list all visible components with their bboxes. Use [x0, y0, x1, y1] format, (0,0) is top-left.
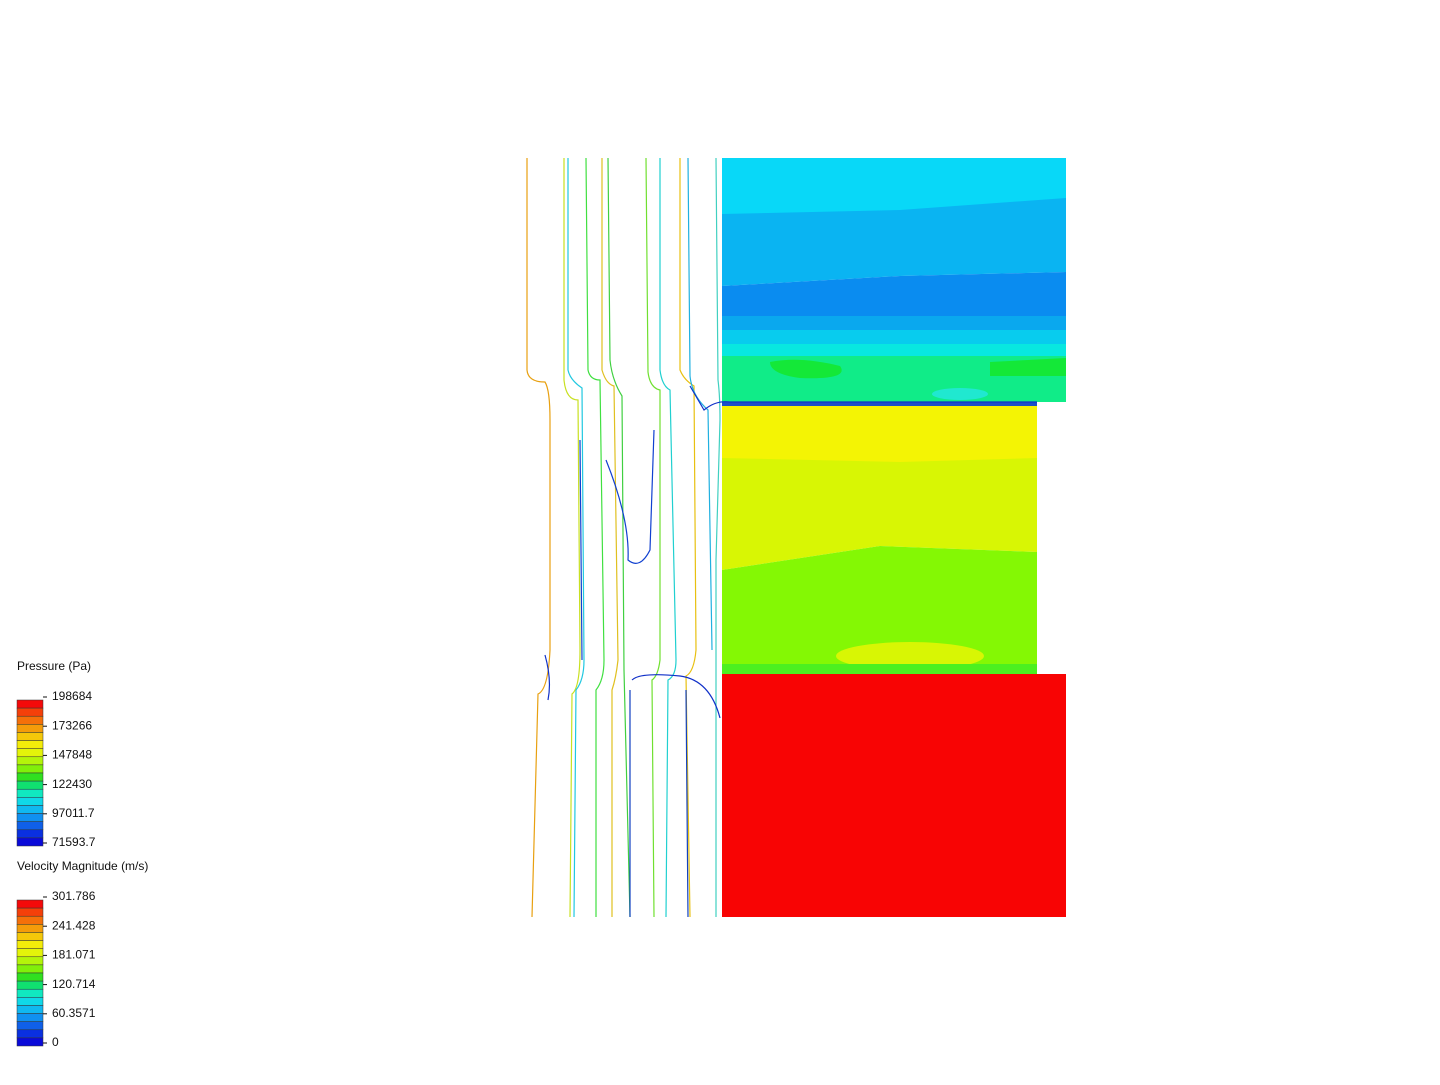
color-band — [16, 805, 44, 814]
color-band — [16, 924, 44, 933]
color-band — [16, 1037, 44, 1047]
color-band — [16, 813, 44, 822]
color-band — [16, 797, 44, 806]
color-band — [16, 907, 44, 917]
color-band — [16, 699, 44, 709]
color-band — [16, 948, 44, 958]
legends: Pressure (Pa) 198684 173266 147848 122430 970… — [16, 659, 148, 1049]
legend-tick-label: 0 — [52, 1035, 59, 1049]
color-band — [16, 837, 44, 847]
color-band — [16, 899, 44, 909]
color-band — [16, 972, 44, 982]
color-band — [16, 964, 44, 974]
color-band — [16, 1005, 44, 1014]
color-band — [16, 940, 44, 949]
color-band — [16, 829, 44, 839]
color-band — [16, 764, 44, 774]
color-band — [16, 772, 44, 782]
legend-tick-label: 173266 — [52, 718, 92, 732]
legend-tick-label: 71593.7 — [52, 835, 96, 849]
legend-tick-label: 181.071 — [52, 948, 96, 962]
color-band — [16, 724, 44, 733]
color-band — [16, 788, 44, 798]
color-band — [16, 1029, 44, 1039]
color-band — [16, 756, 44, 766]
contour-plot — [722, 158, 1066, 917]
color-band — [16, 715, 44, 725]
legend-title: Pressure (Pa) — [17, 659, 91, 673]
color-band — [16, 932, 44, 941]
legend-tick-label: 120.714 — [52, 977, 96, 991]
color-band — [16, 748, 44, 758]
color-band — [16, 1013, 44, 1022]
legend-tick-label: 60.3571 — [52, 1006, 96, 1020]
color-band — [16, 915, 44, 925]
legend-title: Velocity Magnitude (m/s) — [17, 859, 148, 873]
legend-tick-label: 122430 — [52, 777, 92, 791]
color-band — [16, 1021, 44, 1031]
color-band — [16, 980, 44, 990]
legend-tick-label: 198684 — [52, 689, 92, 703]
color-band — [16, 988, 44, 998]
color-band — [16, 997, 44, 1006]
color-band — [16, 956, 44, 966]
legend-tick-label: 301.786 — [52, 889, 96, 903]
streamlines — [526, 157, 1037, 918]
color-band — [16, 821, 44, 831]
color-band — [16, 740, 44, 749]
legend-tick-label: 241.428 — [52, 918, 96, 932]
color-band — [16, 707, 44, 717]
legend-tick-label: 147848 — [52, 748, 92, 762]
legend-tick-label: 97011.7 — [52, 806, 95, 820]
color-band — [16, 732, 44, 741]
color-band — [16, 780, 44, 790]
